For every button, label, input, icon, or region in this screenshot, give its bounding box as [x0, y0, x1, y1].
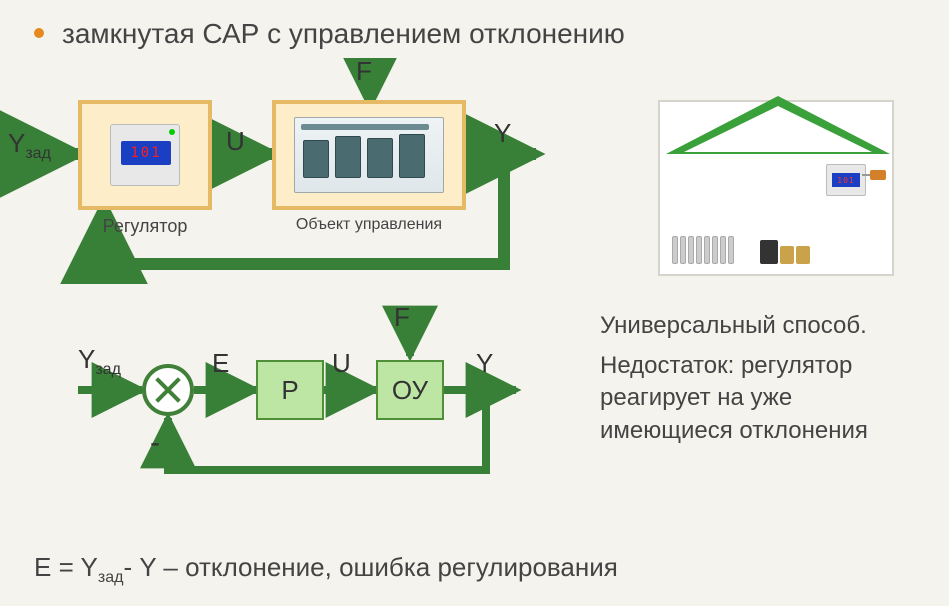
- slide-title: замкнутая САР с управлением отклонению: [62, 18, 625, 50]
- house-illustration: 101: [658, 100, 894, 276]
- bottom-y-label: Y: [476, 348, 493, 379]
- equation-text: E = Yзад- Y – отклонение, ошибка регулир…: [34, 552, 618, 587]
- house-roof-icon: [660, 92, 896, 160]
- plant-label: Объект управления: [272, 216, 466, 234]
- regulator-block: 101: [78, 100, 212, 210]
- description-text-1: Универсальный способ.: [600, 310, 930, 342]
- summing-junction: [142, 364, 194, 416]
- regulator-image: 101: [110, 124, 180, 186]
- top-y-label: Y: [494, 118, 511, 149]
- bottom-u-label: U: [332, 348, 351, 379]
- bottom-f-label: F: [394, 302, 410, 333]
- top-yzad-label: Yзад: [8, 128, 51, 163]
- house-sensor-icon: [870, 170, 886, 180]
- title-bullet: [34, 28, 44, 38]
- bottom-yzad-label: Yзад: [78, 344, 121, 379]
- minus-label: -: [150, 426, 160, 460]
- top-u-label: U: [226, 126, 245, 157]
- house-radiator-icon: [672, 236, 734, 264]
- ou-block: ОУ: [376, 360, 444, 420]
- plant-image: [294, 117, 444, 193]
- house-controller-icon: 101: [826, 164, 866, 196]
- regulator-label: Регулятор: [78, 216, 212, 237]
- plant-block: [272, 100, 466, 210]
- bottom-e-label: E: [212, 348, 229, 379]
- regulator-display: 101: [121, 141, 171, 165]
- top-f-label: F: [356, 56, 372, 87]
- description-text-2: Недостаток: регулятор реагирует на уже и…: [600, 350, 930, 447]
- p-block: Р: [256, 360, 324, 420]
- house-valve-icon: [760, 240, 810, 264]
